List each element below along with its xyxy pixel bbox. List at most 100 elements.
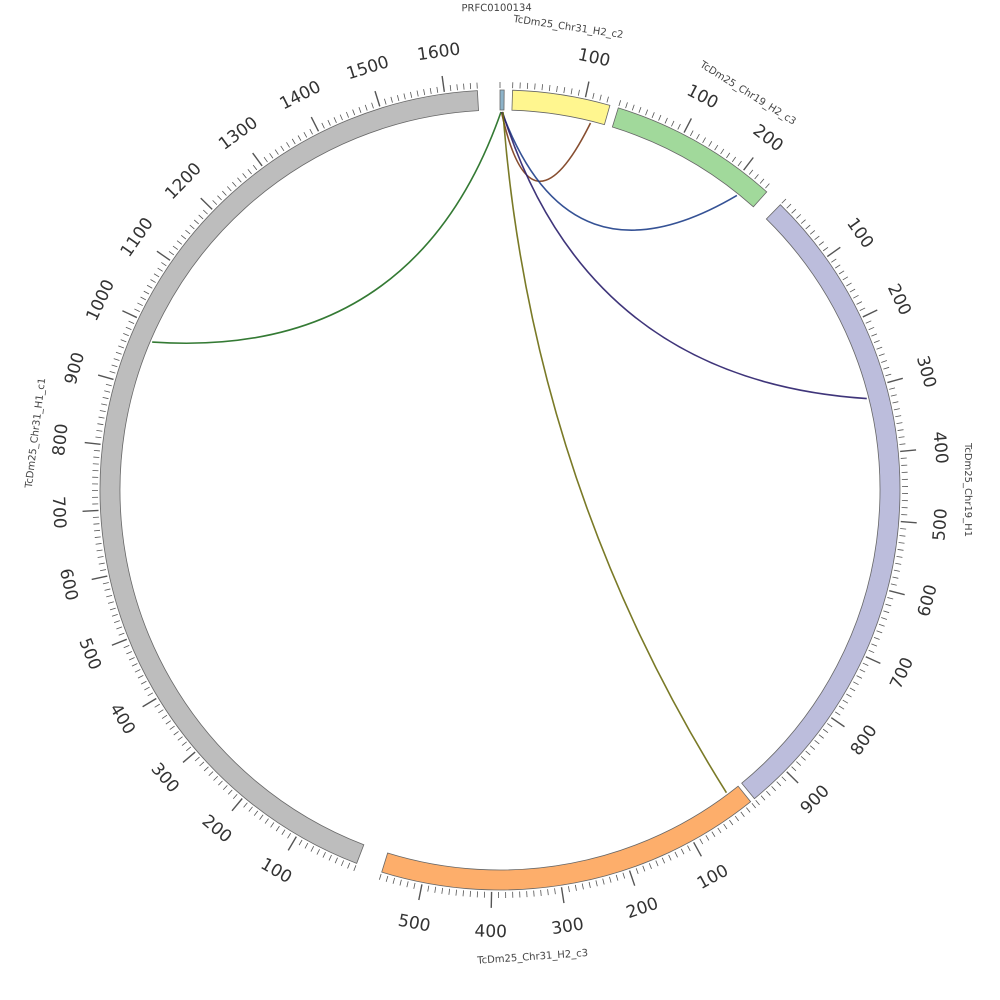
minor-tick [165,720,171,725]
minor-tick [651,112,655,119]
minor-tick [878,353,885,357]
minor-tick [602,878,605,885]
major-tick [111,638,128,646]
minor-tick [107,601,114,604]
minor-tick [97,423,104,426]
minor-tick [340,860,345,867]
minor-tick [818,241,824,246]
minor-tick [899,535,906,537]
minor-tick [298,839,303,846]
link-h1 [501,111,867,400]
major-tick [900,520,917,524]
minor-tick [668,854,672,861]
minor-tick [699,838,704,845]
minor-tick [194,756,200,762]
minor-tick [237,177,242,183]
links-layer [152,111,867,794]
minor-tick [889,387,896,390]
minor-tick [842,276,849,281]
minor-tick [751,803,756,809]
major-tick [142,697,157,708]
minor-tick [327,119,331,126]
minor-tick [384,98,387,105]
minor-tick [548,85,551,92]
tick-label: 1000 [82,277,119,325]
minor-tick [689,130,694,137]
segment-c1 [99,90,479,864]
minor-tick [169,725,175,730]
minor-tick [140,296,147,301]
minor-tick [227,789,233,795]
minor-tick [104,390,111,393]
minor-tick [95,436,102,439]
minor-tick [760,795,766,801]
tick-label: 200 [883,281,915,319]
minor-tick [755,799,760,806]
tick-label: 500 [929,508,951,542]
tick-label: 400 [928,431,951,465]
minor-tick [123,333,129,337]
labels-layer: PRFC0100134100TcDm25_Chr31_H2_c2100200Tc… [24,3,973,967]
tick-label: 100 [257,854,295,888]
minor-tick [177,736,183,741]
minor-tick [805,750,811,756]
minor-tick [410,91,413,98]
major-tick [182,751,196,763]
minor-tick [814,739,820,745]
minor-tick [883,610,890,614]
minor-tick [708,141,713,147]
segment-label-c1: TcDm25_Chr31_H1_c1 [24,377,49,489]
minor-tick [800,219,806,224]
minor-tick [102,396,109,400]
minor-tick [568,886,570,893]
minor-tick [885,603,892,607]
tick-label: 200 [198,811,236,847]
major-tick [374,90,381,107]
minor-tick [345,111,349,118]
minor-tick [871,333,878,337]
minor-tick [441,887,444,894]
minor-tick [291,138,296,145]
tick-label: 800 [847,721,882,759]
major-tick [122,310,138,319]
tick-label: 500 [74,635,105,673]
minor-tick [897,429,904,431]
major-tick [310,116,320,132]
tick-label: 100 [576,45,612,71]
minor-tick [281,829,286,835]
ticks-layer [82,75,917,908]
minor-tick [893,569,900,572]
major-tick [441,75,446,92]
minor-tick [873,340,880,344]
minor-tick [462,890,464,897]
minor-tick [577,89,580,96]
minor-tick [104,588,111,591]
minor-tick [193,219,199,225]
segment-label-PRFC0100134: PRFC0100134 [461,3,531,14]
minor-tick [434,886,437,893]
minor-tick [540,889,542,896]
minor-tick [746,807,751,813]
tick-label: 600 [914,582,941,618]
minor-tick [827,723,833,728]
minor-tick [856,301,863,305]
minor-tick [645,109,649,116]
minor-tick [242,173,247,179]
minor-tick [625,102,628,109]
minor-tick [115,351,122,355]
minor-tick [222,785,228,791]
minor-tick [403,93,406,100]
minor-tick [297,135,302,141]
tick-label: 100 [842,214,877,252]
minor-tick [671,120,675,127]
minor-tick [113,358,120,361]
minor-tick [263,156,268,163]
segment-h1 [741,204,901,800]
major-tick [91,575,108,581]
minor-tick [199,761,205,767]
minor-tick [413,882,416,889]
tick-label: 1400 [277,77,325,114]
minor-tick [125,326,132,330]
minor-tick [771,786,776,792]
minor-tick [865,320,872,324]
